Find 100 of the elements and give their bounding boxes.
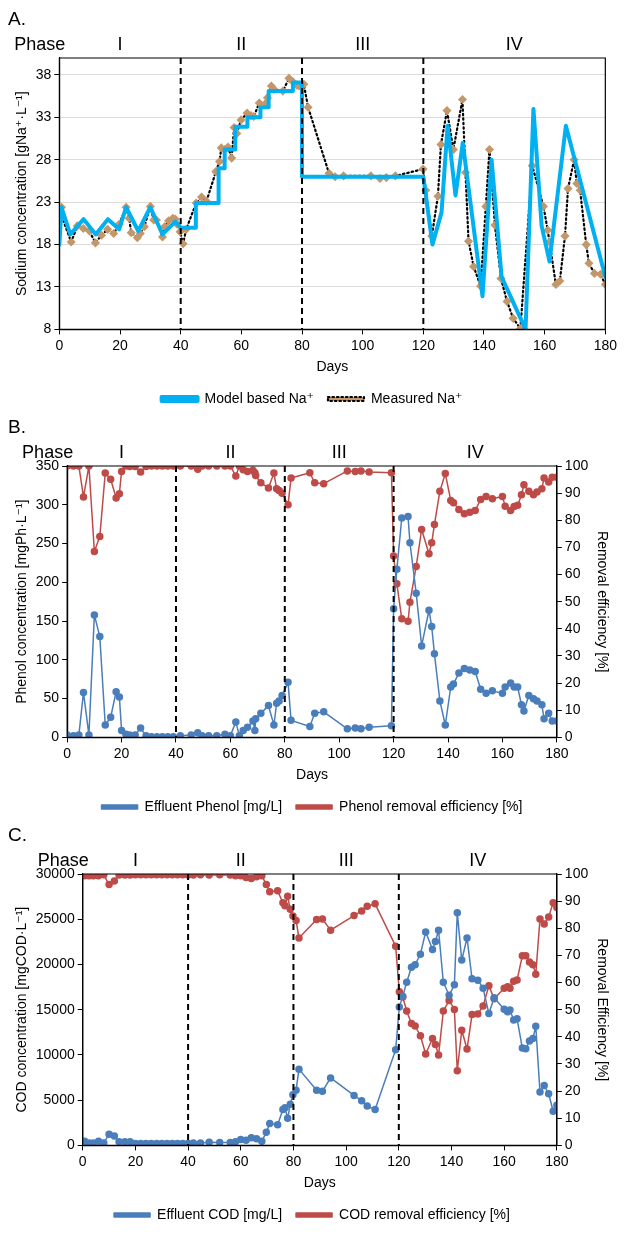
text: III xyxy=(331,441,347,462)
x-tick-label: 60 xyxy=(222,744,239,761)
x-axis-title: Days xyxy=(296,766,328,783)
y2-tick-label: 80 xyxy=(564,511,581,528)
y-tick-label: 38 xyxy=(35,65,52,82)
y-tick-label: 20000 xyxy=(35,955,75,972)
text: III xyxy=(355,33,371,54)
y-axis-title: Phenol concentration [mgPh·L⁻¹] xyxy=(13,499,30,704)
y-tick-label: 50 xyxy=(43,689,60,706)
x-tick-label: 120 xyxy=(387,1152,411,1169)
x-tick-label: 100 xyxy=(351,336,375,353)
y2-tick-label: 40 xyxy=(564,1027,581,1044)
y2-tick-label: 90 xyxy=(564,892,581,908)
y2-tick-label: 20 xyxy=(564,673,581,690)
x-tick-label: 160 xyxy=(532,336,557,353)
y2-tick-label: 60 xyxy=(564,565,581,582)
x-tick-label: 0 xyxy=(78,1152,87,1169)
legend-label: Effluent COD [mg/L] xyxy=(157,1205,283,1222)
y-tick-label: 0 xyxy=(51,728,60,745)
x-tick-label: 40 xyxy=(172,336,189,353)
y-tick-label: 28 xyxy=(35,150,52,167)
y-axis-title: COD concentration [mgCOD·L⁻¹] xyxy=(13,906,30,1113)
y-tick-label: 0 xyxy=(66,1136,75,1153)
chart-title: B. xyxy=(8,416,27,438)
text: I xyxy=(117,33,123,54)
y-axis-title: Sodium concentration [gNa⁺·L⁻¹] xyxy=(13,91,30,297)
legend-label: Model based Na⁺ xyxy=(204,389,314,406)
x-tick-label: 140 xyxy=(472,336,496,353)
y2-tick-label: 0 xyxy=(564,728,573,745)
x-tick-label: 180 xyxy=(545,1152,569,1169)
y-tick-label: 250 xyxy=(35,534,60,551)
chart-title: C. xyxy=(8,824,28,846)
y2-tick-label: 80 xyxy=(564,919,581,936)
y2-tick-label: 50 xyxy=(564,1000,581,1017)
x-tick-label: 180 xyxy=(593,336,618,353)
y2-tick-label: 50 xyxy=(564,592,581,609)
x-tick-label: 100 xyxy=(334,1152,359,1169)
x-tick-label: 100 xyxy=(327,744,352,761)
x-tick-label: 20 xyxy=(127,1152,144,1169)
text: I xyxy=(119,441,125,462)
y-tick-label: 150 xyxy=(35,611,60,628)
y-tick-label: 25000 xyxy=(35,910,75,927)
text: IV xyxy=(469,849,487,870)
y2-tick-label: 30 xyxy=(564,1054,581,1071)
y-tick-label: 8 xyxy=(43,320,52,337)
x-tick-label: 20 xyxy=(113,744,130,761)
y2-tick-label: 70 xyxy=(564,538,581,555)
x-tick-label: 80 xyxy=(285,1152,302,1169)
y2-tick-label: 70 xyxy=(564,946,581,963)
y2-tick-label: 60 xyxy=(564,973,581,990)
y2-tick-label: 100 xyxy=(564,456,589,473)
text: II xyxy=(225,441,236,462)
y2-tick-label: 30 xyxy=(564,646,581,663)
x-tick-label: 60 xyxy=(232,1152,249,1169)
x-axis-title: Days xyxy=(316,358,349,375)
y2-axis-title: Removal Efficiency [%] xyxy=(594,938,611,1082)
x-tick-label: 160 xyxy=(490,744,515,761)
legend-label: Phenol removal efficiency [%] xyxy=(339,797,523,814)
text: Phase xyxy=(14,33,66,54)
x-tick-label: 180 xyxy=(545,744,569,761)
y2-tick-label: 20 xyxy=(564,1081,581,1098)
y-tick-label: 100 xyxy=(35,650,60,667)
x-tick-label: 160 xyxy=(492,1152,517,1169)
x-tick-label: 40 xyxy=(180,1152,197,1169)
x-tick-label: 40 xyxy=(168,744,184,761)
text: I xyxy=(132,849,138,870)
chart-title: A. xyxy=(8,8,27,30)
y2-axis-title: Removal efficiency [%] xyxy=(594,531,611,673)
text: II xyxy=(235,849,246,870)
y-tick-label: 15000 xyxy=(35,1000,75,1017)
legend-label: Measured Na⁺ xyxy=(370,389,463,406)
y-tick-label: 300 xyxy=(35,495,60,512)
x-tick-label: 140 xyxy=(436,744,460,761)
x-tick-label: 60 xyxy=(233,336,250,353)
y-tick-label: 10000 xyxy=(35,1045,75,1062)
y-tick-label: 5000 xyxy=(43,1091,75,1108)
x-tick-label: 120 xyxy=(411,336,436,353)
x-tick-label: 120 xyxy=(381,744,406,761)
x-tick-label: 80 xyxy=(277,744,293,761)
y2-tick-label: 10 xyxy=(564,1109,581,1126)
y-tick-label: 18 xyxy=(35,235,52,252)
y2-tick-label: 100 xyxy=(564,864,589,881)
y2-tick-label: 40 xyxy=(564,619,581,636)
y2-tick-label: 0 xyxy=(564,1136,573,1153)
text: III xyxy=(338,849,354,870)
y2-tick-label: 10 xyxy=(564,701,581,718)
y-tick-label: 13 xyxy=(35,277,52,294)
y-tick-label: 200 xyxy=(35,573,60,590)
x-tick-label: 80 xyxy=(294,336,311,353)
y-tick-label: 33 xyxy=(35,108,52,125)
x-tick-label: 20 xyxy=(112,336,129,353)
y-tick-label: 23 xyxy=(35,193,52,210)
x-tick-label: 140 xyxy=(439,1152,464,1169)
legend-label: Effluent Phenol [mg/L] xyxy=(144,797,283,814)
legend-label: COD removal efficiency [%] xyxy=(339,1205,510,1222)
text: II xyxy=(236,33,247,54)
text: IV xyxy=(466,441,484,462)
x-axis-title: Days xyxy=(303,1174,336,1191)
y2-tick-label: 90 xyxy=(564,484,581,500)
text: IV xyxy=(505,33,523,54)
